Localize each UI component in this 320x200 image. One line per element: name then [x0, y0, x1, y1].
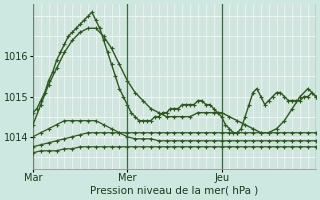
X-axis label: Pression niveau de la mer( hPa ): Pression niveau de la mer( hPa ) [90, 186, 259, 196]
